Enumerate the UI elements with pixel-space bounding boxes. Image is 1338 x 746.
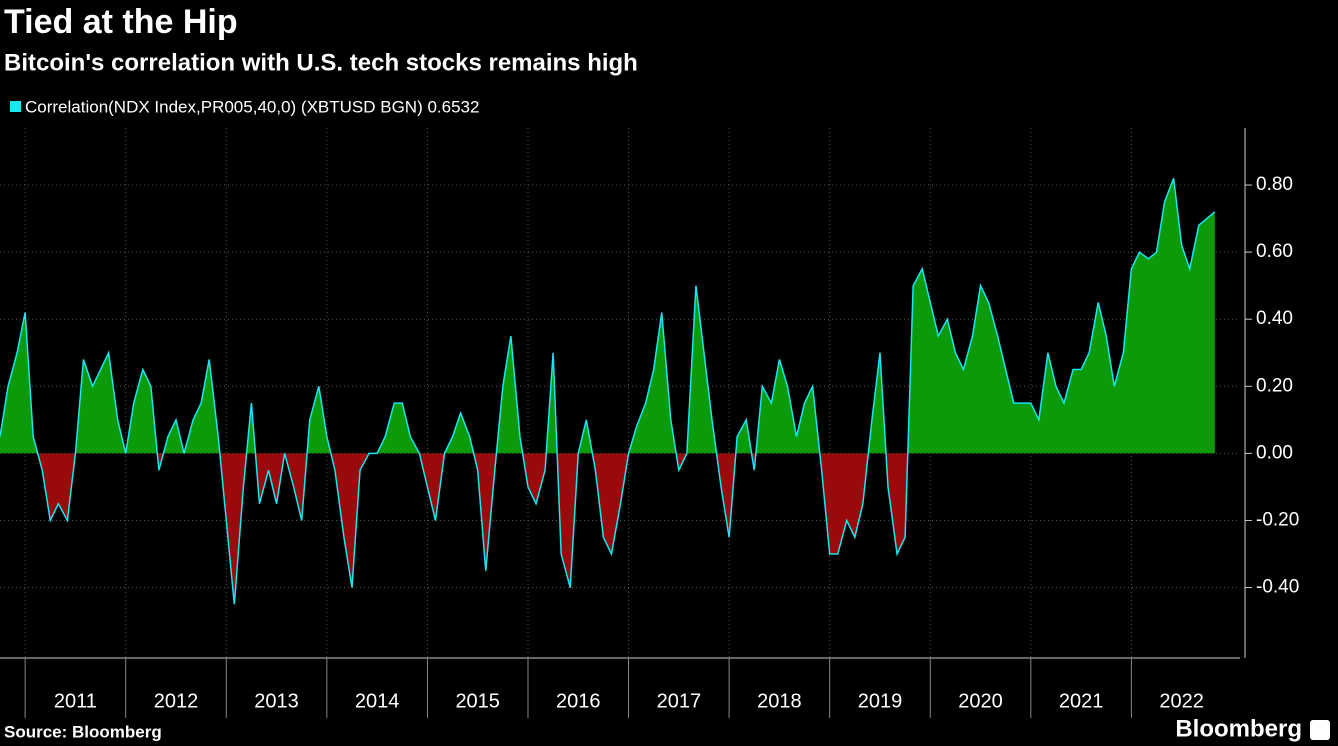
- source: Source: Bloomberg: [4, 722, 162, 741]
- x-tick-label: 2012: [154, 690, 199, 712]
- legend-swatch: [10, 101, 21, 112]
- y-tick-label: 0.80: [1256, 174, 1293, 195]
- line: [0, 178, 1216, 605]
- positive-area: [0, 178, 1215, 454]
- x-tick-label: 2021: [1059, 690, 1104, 712]
- brand-logo: Bloomberg: [1175, 715, 1302, 742]
- x-tick-label: 2015: [455, 690, 500, 712]
- x-tick-label: 2020: [958, 690, 1003, 712]
- x-tick-label: 2016: [556, 690, 601, 712]
- y-tick-label: 0.00: [1256, 442, 1293, 463]
- chart-subtitle: Bitcoin's correlation with U.S. tech sto…: [4, 49, 638, 76]
- legend-label: Correlation(NDX Index,PR005,40,0) (XBTUS…: [25, 97, 479, 116]
- chart-title: Tied at the Hip: [4, 3, 238, 41]
- y-tick-label: 0.40: [1256, 308, 1293, 329]
- y-tick-label: -0.20: [1256, 509, 1299, 530]
- y-tick-label: 0.20: [1256, 375, 1293, 396]
- x-tick-label: 2019: [858, 690, 903, 712]
- x-tick-label: 2018: [757, 690, 802, 712]
- y-tick-label: 0.60: [1256, 241, 1293, 262]
- x-tick-label: 2013: [254, 690, 299, 712]
- x-tick-label: 2022: [1159, 690, 1204, 712]
- x-tick-label: 2011: [54, 690, 97, 712]
- y-tick-label: -0.40: [1256, 577, 1299, 598]
- x-tick-label: 2014: [355, 690, 400, 712]
- x-tick-label: 2017: [657, 690, 702, 712]
- brand-icon: [1310, 720, 1330, 740]
- negative-area: [0, 453, 1215, 605]
